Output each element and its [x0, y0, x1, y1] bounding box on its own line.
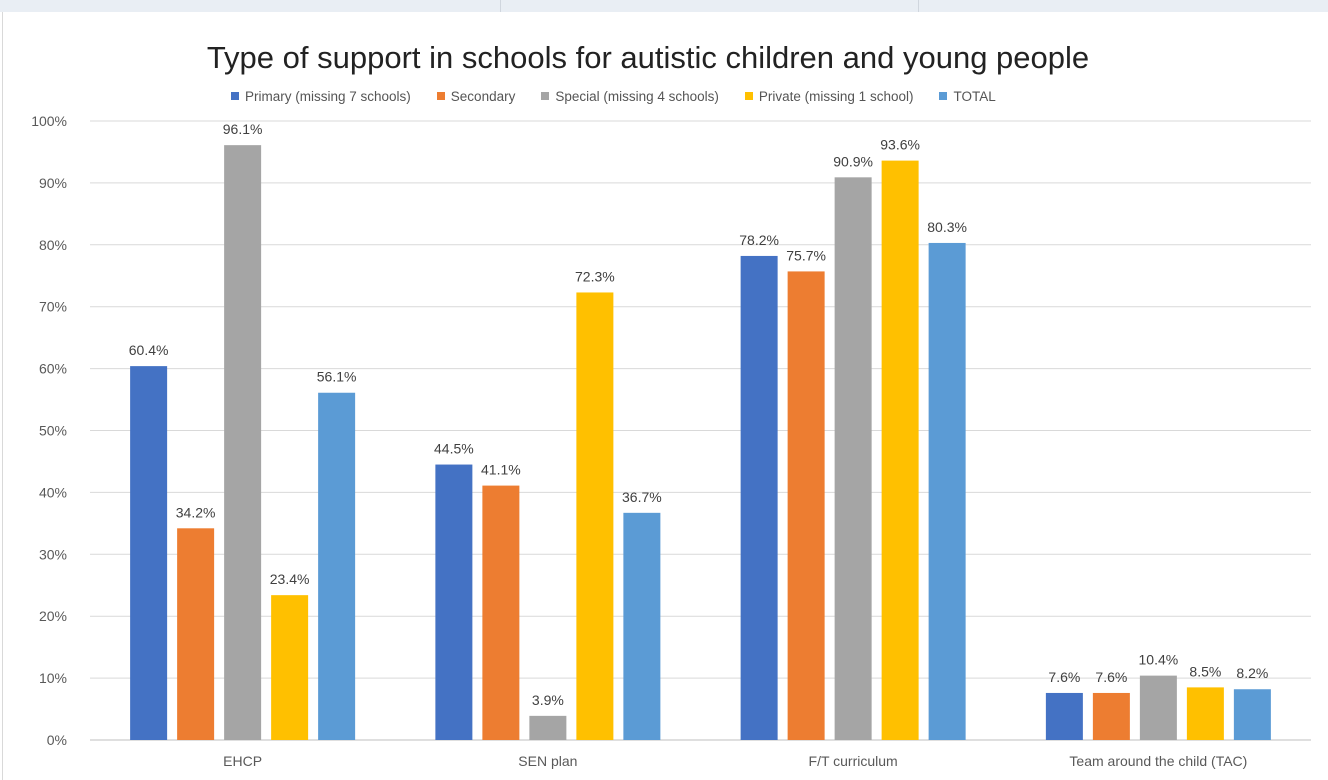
- data-label: 8.5%: [1189, 663, 1221, 679]
- window-top-strip: [0, 0, 1328, 12]
- legend-swatch: [436, 92, 445, 100]
- chart-area: Type of support in schools for autistic …: [2, 12, 1328, 780]
- bar: [740, 255, 778, 740]
- data-label: 60.4%: [129, 342, 169, 358]
- legend-swatch: [939, 92, 948, 100]
- bar: [271, 595, 309, 740]
- y-tick-label: 70%: [39, 299, 67, 315]
- legend-swatch: [744, 92, 753, 100]
- legend-item: Primary (missing 7 schools): [231, 89, 411, 104]
- y-tick-label: 90%: [39, 175, 67, 191]
- bar: [787, 271, 825, 740]
- legend-swatch: [231, 92, 239, 100]
- strip-divider: [918, 0, 919, 12]
- legend-label: Private (missing 1 school): [758, 88, 914, 104]
- bar: [1139, 675, 1177, 740]
- data-label: 78.2%: [739, 232, 779, 248]
- bar: [881, 160, 919, 741]
- data-label: 96.1%: [223, 121, 263, 137]
- bar: [482, 485, 520, 740]
- data-label: 8.2%: [1236, 665, 1268, 681]
- legend-item: Secondary: [436, 88, 516, 104]
- data-label: 10.4%: [1139, 652, 1179, 668]
- bar: [130, 366, 168, 740]
- y-tick-label: 20%: [39, 608, 67, 624]
- legend-swatch: [541, 92, 550, 100]
- data-label: 36.7%: [622, 489, 662, 505]
- x-category-label: F/T curriculum: [809, 753, 898, 769]
- data-label: 34.2%: [176, 504, 216, 520]
- data-label: 93.6%: [880, 137, 920, 153]
- x-category-label: Team around the child (TAC): [1069, 753, 1247, 769]
- bar: [1045, 692, 1083, 740]
- data-label: 23.4%: [270, 571, 310, 587]
- chart-title: Type of support in schools for autistic …: [206, 40, 1090, 75]
- data-label: 75.7%: [786, 247, 826, 263]
- data-label: 80.3%: [927, 219, 967, 235]
- y-tick-label: 80%: [39, 237, 67, 253]
- chart-plot: 0% 10% 20% 30% 40% 50% 60% 70% 80% 90% 100% 60.4% 34…: [31, 113, 1311, 769]
- bar: [928, 242, 966, 740]
- data-label: 7.6%: [1048, 669, 1080, 685]
- y-tick-label: 40%: [39, 484, 67, 500]
- data-label: 3.9%: [532, 692, 564, 708]
- legend-item: Private (missing 1 school): [744, 88, 914, 104]
- bar: [1092, 692, 1130, 740]
- bar: [1233, 689, 1271, 740]
- bar: [224, 145, 262, 741]
- y-tick-label: 100%: [31, 113, 67, 129]
- legend-item: Special (missing 4 schools): [541, 89, 719, 104]
- y-tick-label: 50%: [39, 423, 67, 439]
- data-label: 44.5%: [434, 441, 474, 457]
- bar: [576, 292, 614, 740]
- legend-label: Special (missing 4 schools): [555, 88, 719, 104]
- chart-legend: Primary (missing 7 schools) Secondary Spec…: [231, 88, 1022, 104]
- y-tick-label: 0%: [47, 732, 67, 748]
- y-tick-label: 30%: [39, 546, 67, 562]
- bar: [1186, 687, 1224, 740]
- bar: [834, 177, 872, 741]
- bar: [318, 392, 356, 740]
- data-label: 7.6%: [1095, 669, 1127, 685]
- data-label: 72.3%: [575, 268, 615, 284]
- y-tick-label: 60%: [39, 361, 67, 377]
- legend-label: Secondary: [450, 88, 516, 104]
- bar: [529, 715, 567, 740]
- data-label: 56.1%: [317, 369, 357, 385]
- x-category-label: SEN plan: [518, 753, 577, 769]
- legend-item: TOTAL: [939, 88, 996, 104]
- bar: [435, 464, 473, 740]
- x-category-label: EHCP: [223, 753, 262, 769]
- strip-divider: [500, 0, 501, 12]
- bar: [623, 512, 661, 740]
- legend-label: TOTAL: [953, 88, 996, 104]
- y-tick-label: 10%: [39, 670, 67, 686]
- data-label: 90.9%: [833, 153, 873, 169]
- legend-label: Primary (missing 7 schools): [245, 88, 411, 104]
- bar: [177, 528, 215, 740]
- data-label: 41.1%: [481, 462, 521, 478]
